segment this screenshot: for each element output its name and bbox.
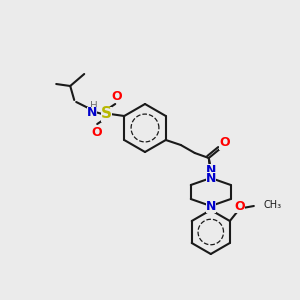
Text: O: O bbox=[91, 125, 101, 139]
Text: N: N bbox=[206, 200, 216, 212]
Text: H: H bbox=[90, 101, 98, 111]
Text: S: S bbox=[101, 106, 112, 122]
Text: N: N bbox=[87, 106, 98, 119]
Text: N: N bbox=[206, 172, 216, 184]
Text: O: O bbox=[111, 89, 122, 103]
Text: CH₃: CH₃ bbox=[264, 200, 282, 210]
Text: O: O bbox=[235, 200, 245, 212]
Text: N: N bbox=[206, 164, 216, 176]
Text: O: O bbox=[220, 136, 230, 149]
